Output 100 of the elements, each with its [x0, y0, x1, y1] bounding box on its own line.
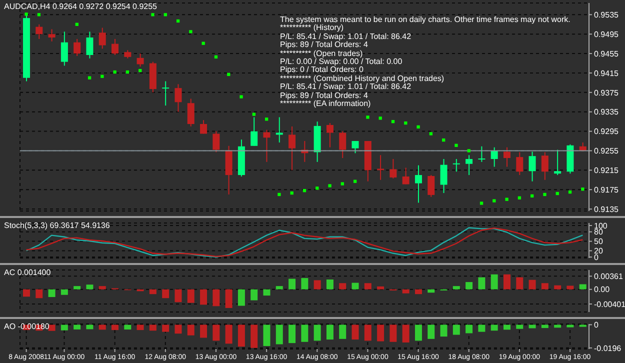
y-tick-label: 0.9455 — [594, 49, 620, 58]
bar — [364, 283, 372, 290]
point — [202, 42, 205, 45]
point — [568, 190, 572, 194]
point — [378, 116, 382, 120]
bar — [490, 274, 498, 290]
point — [442, 138, 446, 142]
candlestick — [339, 130, 346, 159]
y-tick-label: 0.00 — [594, 285, 610, 294]
point — [113, 70, 116, 74]
candlestick — [554, 149, 562, 176]
bar — [402, 289, 410, 294]
point — [530, 194, 534, 198]
bar — [339, 283, 346, 290]
chart-title: AC 0.001400 — [4, 268, 51, 277]
bar — [326, 279, 334, 290]
y-tick-label: 0.9135 — [594, 204, 620, 214]
bar — [238, 289, 245, 306]
bar — [314, 280, 321, 290]
annotation: P/L: 85.41 / Swap: 1.01 / Total: 86.42 — [280, 82, 412, 92]
candlestick — [490, 146, 498, 168]
point — [316, 186, 319, 190]
bar — [36, 289, 43, 298]
y-tick-label: 0.9335 — [594, 108, 620, 117]
point — [278, 192, 281, 196]
point — [88, 76, 92, 80]
candlestick — [516, 152, 524, 176]
annotation: The system was meant to be run on daily charts. Other time frames may not work. — [280, 15, 570, 24]
bar — [98, 286, 106, 290]
bar — [174, 289, 182, 302]
candlestick — [288, 126, 296, 171]
bar — [414, 289, 422, 294]
candlestick — [250, 116, 258, 146]
point — [467, 149, 470, 152]
y-tick-label: 0.00361 — [594, 272, 624, 282]
candlestick — [503, 146, 510, 168]
point — [138, 68, 142, 72]
bar — [162, 289, 170, 298]
point — [492, 199, 496, 202]
point — [240, 95, 243, 98]
point — [176, 19, 180, 23]
candlestick — [528, 151, 536, 182]
point — [543, 192, 546, 196]
point — [505, 198, 508, 201]
candlestick — [414, 164, 422, 204]
annotation: ********** (Open trades) — [280, 48, 364, 58]
candlestick — [48, 28, 56, 42]
candlestick — [263, 129, 270, 162]
candlestick — [478, 146, 486, 162]
candlestick — [174, 84, 182, 112]
annotation: ********** (Combined History and Open trades) — [280, 74, 446, 83]
bar — [301, 278, 308, 290]
candlestick — [440, 158, 448, 194]
y-tick-label: 0 — [594, 252, 599, 262]
candlestick — [98, 27, 106, 50]
point — [75, 22, 78, 26]
point — [429, 132, 433, 136]
y-tick-label: 0.9215 — [594, 166, 620, 176]
y-tick-label: 0.9175 — [594, 185, 620, 194]
annotation: Pips: 0 / Total Orders: 0 — [280, 65, 364, 75]
bar — [466, 282, 473, 290]
bar — [23, 289, 30, 297]
bar — [541, 283, 548, 290]
chart-title: AUDCAD,H4 0.9264 0.9272 0.9254 0.9255 — [4, 2, 157, 11]
point — [227, 72, 230, 76]
chart-title: AO -0.00180 — [4, 322, 50, 331]
bar — [225, 289, 232, 308]
bar — [516, 277, 524, 290]
point — [302, 189, 306, 192]
candlestick — [162, 80, 170, 106]
bar — [187, 289, 194, 303]
bar — [352, 282, 359, 290]
point — [24, 12, 28, 16]
candlestick — [541, 152, 548, 180]
annotation: Pips: 89 / Total Orders: 4 — [280, 90, 369, 100]
candlestick — [60, 31, 68, 66]
bar — [250, 289, 258, 300]
point — [189, 30, 192, 34]
bar — [566, 286, 574, 290]
annotation: P/L: 85.41 / Swap: 1.01 / Total: 86.42 — [280, 32, 412, 41]
bar — [212, 289, 220, 306]
candlestick — [36, 24, 43, 40]
point — [328, 184, 332, 188]
candlestick — [402, 167, 410, 185]
candlestick — [86, 31, 94, 59]
bar — [263, 289, 270, 296]
point — [252, 112, 256, 116]
point — [353, 180, 357, 183]
point — [416, 125, 420, 129]
y-tick-label: -0.0196 — [594, 344, 622, 353]
candlestick — [428, 174, 435, 198]
bar — [579, 284, 586, 290]
candlestick — [187, 98, 194, 127]
point — [340, 182, 344, 186]
bar — [478, 277, 486, 290]
point — [100, 74, 104, 78]
point — [366, 116, 370, 119]
bar — [149, 289, 156, 294]
point — [480, 202, 484, 205]
point — [126, 70, 130, 74]
